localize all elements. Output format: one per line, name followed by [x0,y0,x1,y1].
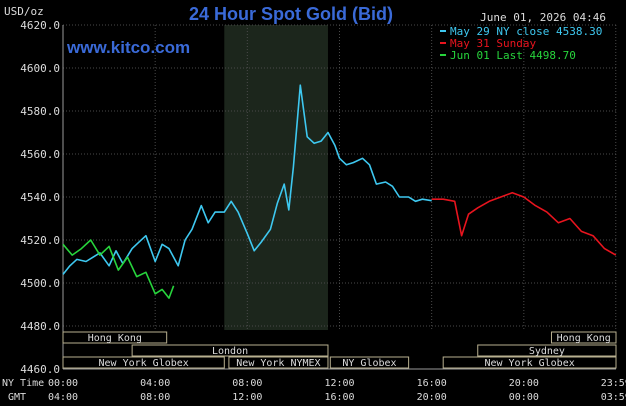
session-label: NY Globex [342,358,396,369]
nymex-session-shading [224,25,328,330]
y-tick-labels: 4620.0 4600.0 4580.0 4560.0 4540.0 4520.0 4500… [20,19,60,376]
y-tick-label: 4540.0 [20,191,60,204]
session-box [62,331,168,344]
x-tick-label-ny: 12:00 [324,378,354,389]
session-box [131,344,329,357]
series-line [431,191,617,256]
x-tick-label-ny: 20:00 [509,378,539,389]
chart-title: 24 Hour Spot Gold (Bid) [189,4,393,24]
session-label: Hong Kong [88,333,142,344]
x-tick-label-gmt: 16:00 [324,392,354,403]
y-axis-unit: USD/oz [4,5,44,18]
grid-lines [62,24,617,370]
x-tick-label-ny: 00:00 [48,378,78,389]
y-tick-label: 4620.0 [20,19,60,32]
legend-entry: May 31 Sunday [450,37,536,50]
x-tick-label-gmt: 20:00 [417,392,447,403]
session-label: Hong Kong [557,333,611,344]
x-tick-label-ny: 16:00 [417,378,447,389]
legend-swatch [440,54,446,56]
legend-swatch [440,30,446,32]
x-tick-label-ny: 23:59 [601,378,626,389]
session-label: New York Globex [98,358,188,369]
y-tick-label: 4480.0 [20,320,60,333]
session-box [62,356,225,369]
session-box [550,331,617,344]
legend-swatch [440,42,446,44]
y-tick-label: 4580.0 [20,105,60,118]
session-label: New York Globex [484,358,574,369]
price-series [62,84,617,299]
legend-entry: Jun 01 Last 4498.70 [450,49,576,62]
x-axis-label-gmt: GMT [8,392,26,403]
y-tick-label: 4560.0 [20,148,60,161]
y-tick-label: 4600.0 [20,62,60,75]
legend-entry: May 29 NY close 4538.30 [450,25,602,38]
session-box [329,356,410,369]
series-line [62,239,175,299]
x-tick-label-gmt: 03:59 [601,392,626,403]
website-link[interactable]: www.kitco.com [66,38,190,57]
session-label: New York NYMEX [236,358,320,369]
y-tick-label: 4520.0 [20,234,60,247]
y-tick-label: 4500.0 [20,277,60,290]
x-tick-label-ny: 04:00 [140,378,170,389]
x-tick-labels: 00:00 04:00 04:00 08:00 08:00 12:00 12:00 16:00… [48,378,626,403]
session-box [442,356,617,369]
x-tick-label-gmt: 00:00 [509,392,539,403]
x-axis-label-ny: NY Time [2,378,44,389]
session-label: Sydney [529,346,565,357]
session-box [228,356,329,369]
session-box [477,344,617,357]
session-label: London [212,346,248,357]
axes [62,25,616,370]
x-tick-label-ny: 08:00 [232,378,262,389]
x-tick-label-gmt: 08:00 [140,392,170,403]
x-tick-label-gmt: 04:00 [48,392,78,403]
y-tick-label: 4460.0 [20,363,60,376]
x-tick-label-gmt: 12:00 [232,392,262,403]
shaded-region [224,25,328,330]
timestamp: June 01, 2026 04:46 [480,11,606,24]
